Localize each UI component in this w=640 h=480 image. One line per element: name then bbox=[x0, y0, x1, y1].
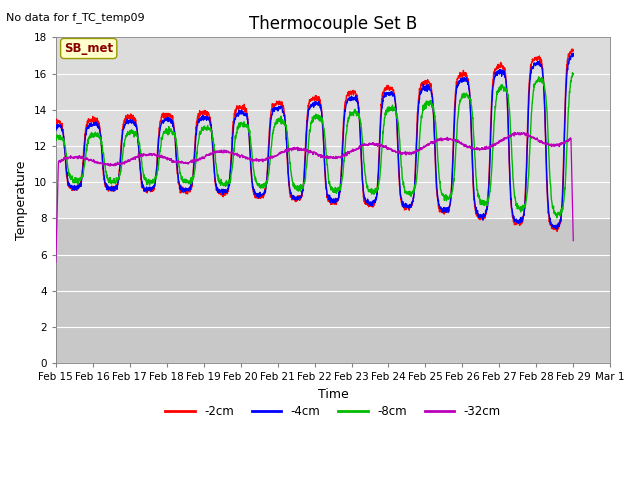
Bar bbox=[56, 37, 611, 218]
Legend: -2cm, -4cm, -8cm, -32cm: -2cm, -4cm, -8cm, -32cm bbox=[161, 400, 506, 423]
X-axis label: Time: Time bbox=[317, 388, 348, 401]
Text: SB_met: SB_met bbox=[64, 42, 113, 55]
Text: No data for f_TC_temp09: No data for f_TC_temp09 bbox=[6, 12, 145, 23]
Title: Thermocouple Set B: Thermocouple Set B bbox=[249, 15, 417, 33]
Y-axis label: Temperature: Temperature bbox=[15, 161, 28, 240]
